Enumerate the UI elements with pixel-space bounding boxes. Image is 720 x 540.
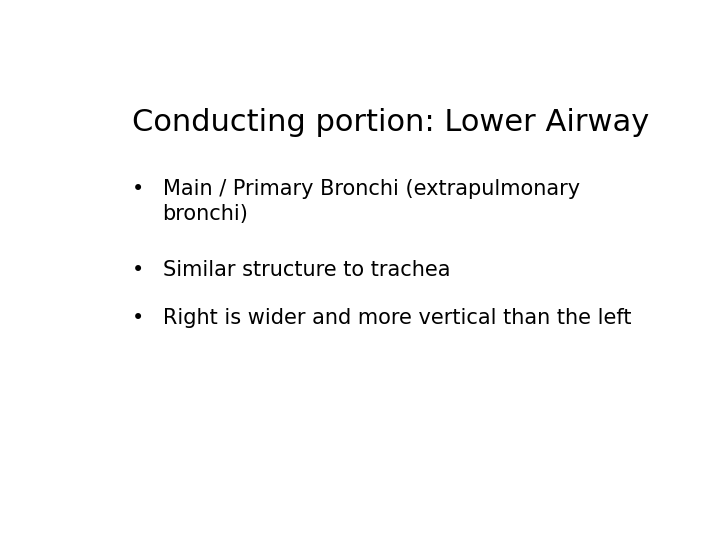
Text: Right is wider and more vertical than the left: Right is wider and more vertical than th… — [163, 308, 631, 328]
Text: Main / Primary Bronchi (extrapulmonary
bronchi): Main / Primary Bronchi (extrapulmonary b… — [163, 179, 580, 224]
Text: •: • — [132, 308, 144, 328]
Text: Conducting portion: Lower Airway: Conducting portion: Lower Airway — [132, 109, 649, 138]
Text: Similar structure to trachea: Similar structure to trachea — [163, 260, 450, 280]
Text: •: • — [132, 260, 144, 280]
Text: •: • — [132, 179, 144, 199]
